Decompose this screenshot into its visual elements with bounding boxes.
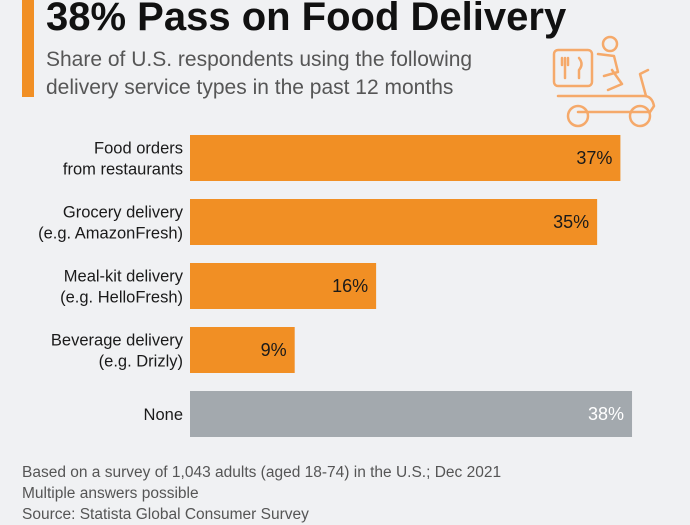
footer-note-multiple: Multiple answers possible (22, 485, 199, 502)
title-accent-bar (22, 0, 34, 97)
bar-3 (190, 327, 295, 373)
category-label-3-0: Beverage delivery (51, 332, 184, 350)
value-label-0: 37% (576, 148, 612, 168)
value-label-2: 16% (332, 276, 368, 296)
category-label-1-1: (e.g. AmazonFresh) (38, 225, 183, 243)
chart-title: 38% Pass on Food Delivery (46, 0, 567, 39)
bar-chart: 37% Food orders from restaurants 35% Grocery… (38, 135, 633, 437)
bar-2 (190, 263, 377, 309)
value-label-3: 9% (261, 340, 287, 360)
chart-subtitle: Share of U.S. respondents using the foll… (46, 48, 473, 99)
bar-4 (190, 391, 633, 437)
category-label-4-0: None (144, 406, 183, 424)
category-label-0-1: from restaurants (63, 161, 183, 179)
footer-note-sample: Based on a survey of 1,043 adults (aged … (22, 464, 502, 481)
footer-source: Source: Statista Global Consumer Survey (22, 506, 309, 523)
bar-0 (190, 135, 621, 181)
value-label-1: 35% (553, 212, 589, 232)
value-label-4: 38% (588, 404, 624, 424)
category-label-2-0: Meal-kit delivery (64, 268, 184, 286)
category-label-3-1: (e.g. Drizly) (99, 353, 183, 371)
bar-1 (190, 199, 598, 245)
category-label-2-1: (e.g. HelloFresh) (60, 289, 183, 307)
category-label-0-0: Food orders (94, 140, 183, 158)
chart-footer: Based on a survey of 1,043 adults (aged … (22, 462, 501, 525)
delivery-scooter-icon (552, 35, 656, 128)
category-label-1-0: Grocery delivery (63, 204, 184, 222)
